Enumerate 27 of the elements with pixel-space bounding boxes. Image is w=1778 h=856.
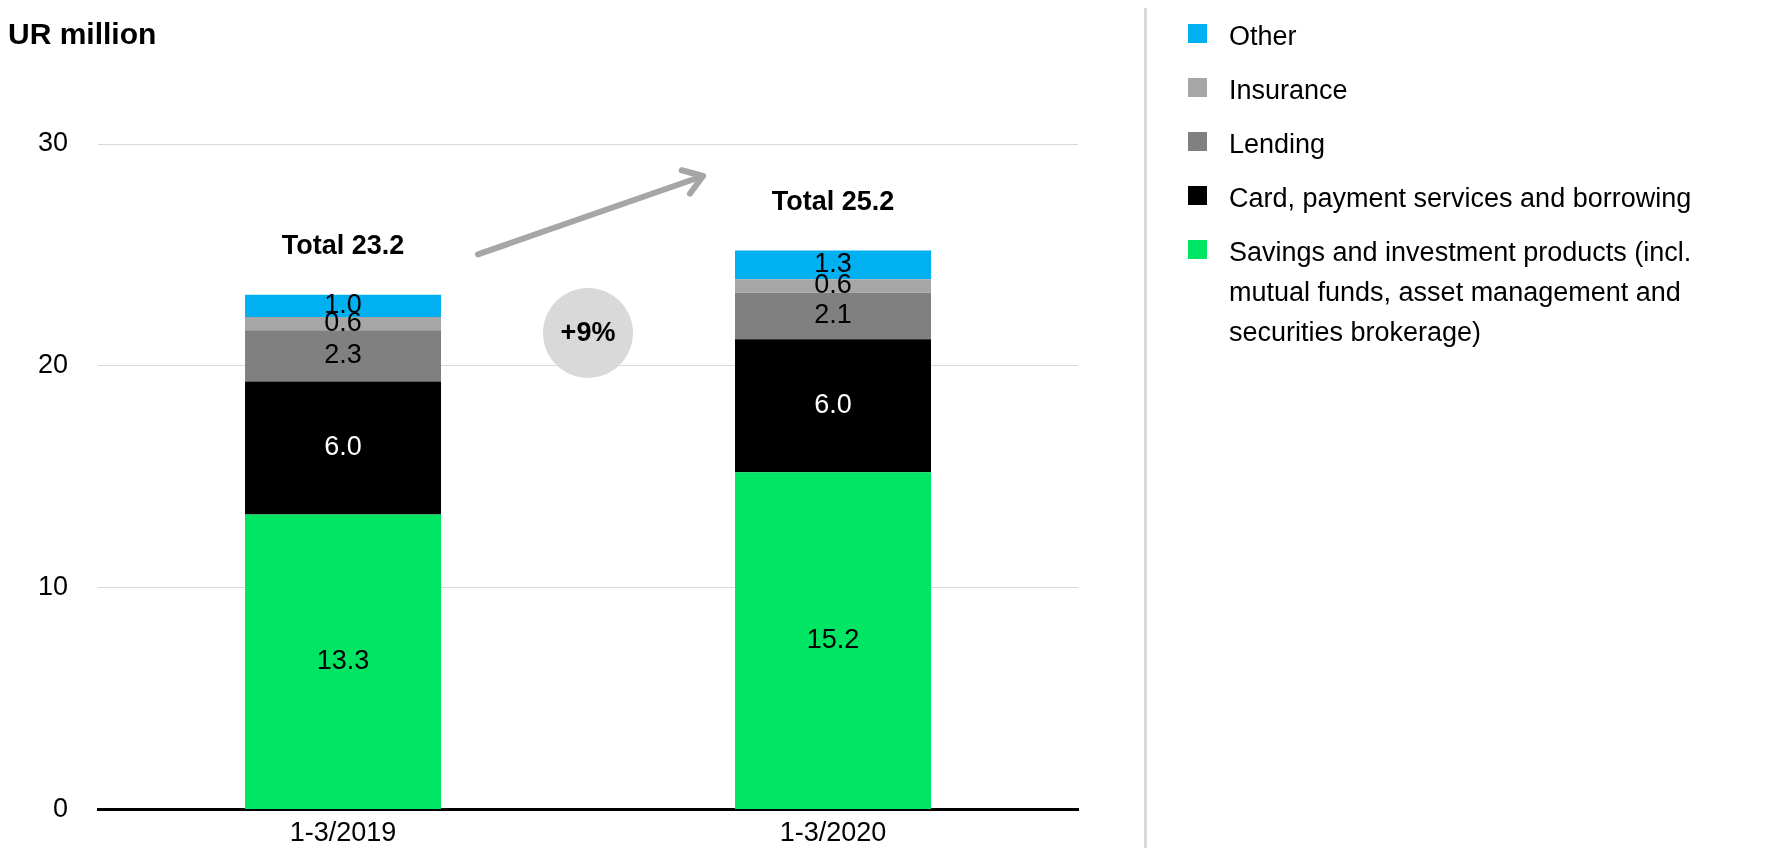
bar — [735, 472, 932, 810]
legend-label: Lending — [1229, 128, 1326, 161]
y-tick-label: 10 — [37, 571, 69, 602]
total-label: Total 25.2 — [771, 185, 895, 216]
bar — [735, 292, 932, 340]
bar — [245, 514, 442, 810]
circle-badge: +9% — [543, 287, 633, 378]
y-tick-label: 20 — [37, 349, 69, 380]
data-label: 6.0 — [814, 389, 852, 420]
data-label: 15.2 — [806, 624, 860, 655]
legend-label: Card, payment services and borrowing — [1229, 182, 1692, 215]
data-label: 2.1 — [814, 299, 852, 330]
legend-label: Other — [1229, 20, 1297, 53]
y-tick-label: 30 — [37, 127, 69, 158]
x-tick-label: 1-3/2020 — [779, 817, 887, 848]
bar — [245, 381, 442, 515]
x-tick-label: 1-3/2019 — [289, 817, 397, 848]
data-label: 13.3 — [316, 645, 370, 676]
y-tick-label: 0 — [53, 793, 69, 824]
data-label: 2.3 — [324, 339, 362, 370]
bar — [245, 330, 442, 382]
chart-title: UR million — [8, 17, 157, 51]
legend-label: Insurance — [1229, 74, 1348, 107]
data-label: 6.0 — [324, 431, 362, 462]
legend-label: Savings and investment products (incl. mutual funds, asset management and securities brokerage) — [1229, 236, 1693, 349]
bar — [735, 339, 932, 473]
total-label: Total 23.2 — [281, 230, 405, 261]
